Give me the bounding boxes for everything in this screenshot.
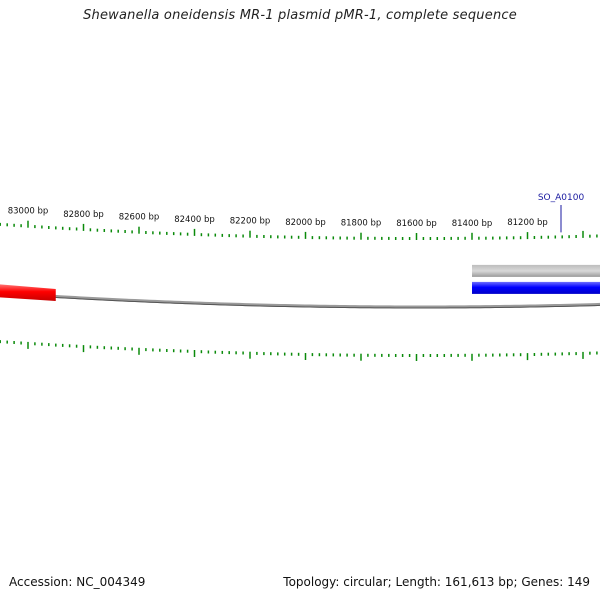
tick-label: 81200 bp — [507, 218, 548, 228]
tick-label: 83000 bp — [8, 207, 49, 217]
gene-group: SO_A0100 — [0, 193, 600, 301]
map-title: Shewanella oneidensis MR-1 plasmid pMR-1… — [83, 8, 517, 23]
gene-label: SO_A0100 — [538, 193, 585, 203]
tick-label: 82400 bp — [174, 215, 215, 225]
outer-tick-ring — [0, 220, 598, 240]
backbone-line — [0, 291, 600, 309]
tick-label-group: 83000 bp 82800 bp 82600 bp 82400 bp 82200 bp… — [8, 207, 548, 229]
tick-label: 81400 bp — [452, 219, 493, 229]
tick-label: 82200 bp — [230, 217, 271, 227]
tick-label: 81600 bp — [396, 219, 437, 229]
backbone-group — [0, 291, 600, 309]
accession-text: Accession: NC_004349 — [9, 575, 146, 589]
tick-label: 81800 bp — [341, 219, 382, 229]
gene-feature-reverse — [0, 284, 56, 301]
gene-feature-forward — [472, 281, 600, 294]
gene-shadow — [472, 264, 600, 277]
tick-label: 82800 bp — [63, 210, 104, 220]
inner-tick-ring — [0, 340, 598, 361]
tick-label: 82600 bp — [119, 213, 160, 223]
summary-text: Topology: circular; Length: 161,613 bp; … — [283, 575, 590, 589]
backbone-line — [0, 293, 600, 309]
tick-label: 82000 bp — [285, 218, 326, 228]
